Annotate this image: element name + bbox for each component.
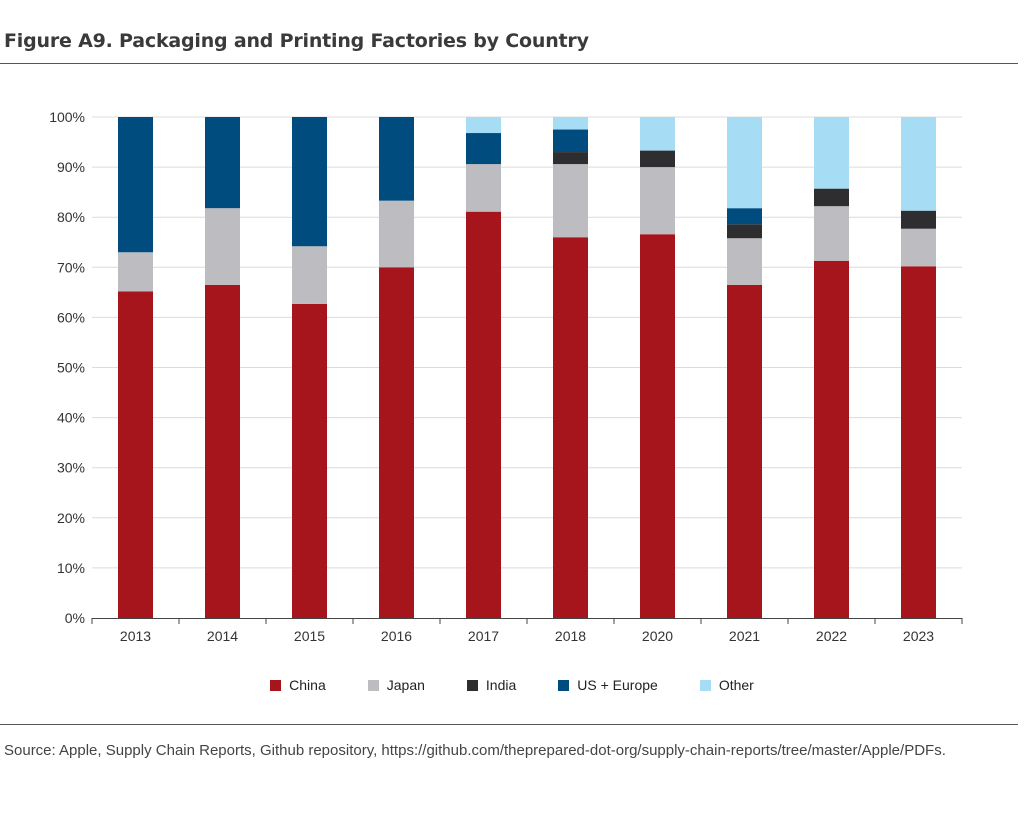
y-tick-label: 0% <box>65 610 85 626</box>
bar-segment-india-2018 <box>553 152 588 165</box>
x-tick-label: 2023 <box>903 628 934 644</box>
bar-segment-india-2022 <box>814 188 849 207</box>
y-tick-label: 40% <box>57 410 85 426</box>
bar-segment-other-2022 <box>814 117 849 189</box>
bar-segment-japan-2016 <box>379 200 414 268</box>
bar-segment-japan-2021 <box>727 238 762 285</box>
legend-swatch <box>699 679 711 691</box>
bar-segment-china-2014 <box>205 284 240 618</box>
bar-segment-japan-2013 <box>118 252 153 292</box>
bar-segment-china-2020 <box>640 234 675 618</box>
bar-segment-other-2023 <box>901 117 936 211</box>
legend-swatch <box>558 679 570 691</box>
x-tick-label: 2021 <box>729 628 760 644</box>
legend-swatch <box>367 679 379 691</box>
bar-segment-india-2023 <box>901 210 936 229</box>
x-tick-label: 2016 <box>381 628 412 644</box>
bar-segment-japan-2017 <box>466 164 501 212</box>
stacked-bar-chart: 0%10%20%30%40%50%60%70%80%90%100% 2013 20… <box>49 109 963 644</box>
bar-segment-us-europe-2017 <box>466 133 501 165</box>
chart-title: Figure A9. Packaging and Printing Factor… <box>4 30 589 52</box>
legend-item-india: India <box>466 677 517 693</box>
bar-segment-china-2023 <box>901 266 936 618</box>
legend-swatch <box>270 679 282 691</box>
legend-swatch <box>466 679 478 691</box>
bar-segment-china-2016 <box>379 267 414 618</box>
bar-segment-us-europe-2018 <box>553 129 588 153</box>
x-tick-label: 2022 <box>816 628 847 644</box>
y-tick-label: 90% <box>57 159 85 175</box>
bar-segment-india-2020 <box>640 150 675 168</box>
bar-segment-japan-2020 <box>640 167 675 235</box>
bar-segment-japan-2014 <box>205 208 240 285</box>
x-axis: 2013 2014 2015 2016 2017 2018 2020 2021 2022 2023 <box>91 618 963 644</box>
y-tick-label: 80% <box>57 209 85 225</box>
x-tick-label: 2020 <box>642 628 673 644</box>
bar-segment-china-2022 <box>814 260 849 618</box>
y-tick-label: 70% <box>57 259 85 275</box>
legend-label: India <box>485 677 517 693</box>
bars <box>118 117 936 619</box>
bar-segment-us-europe-2015 <box>292 117 327 247</box>
bar-segment-china-2018 <box>553 237 588 619</box>
legend-item-china: China <box>270 677 326 693</box>
bar-segment-china-2017 <box>466 211 501 618</box>
bar-segment-other-2017 <box>466 117 501 134</box>
bar-segment-china-2021 <box>727 284 762 618</box>
legend: China Japan India US + Europe Other <box>0 676 1024 694</box>
bar-segment-china-2015 <box>292 303 327 618</box>
y-tick-label: 100% <box>49 109 85 125</box>
legend-item-other: Other <box>699 677 754 693</box>
bar-segment-india-2021 <box>727 224 762 239</box>
legend-item-us-europe: US + Europe <box>558 677 658 693</box>
legend-label: Japan <box>386 677 425 693</box>
y-axis-ticks: 0% 10% 20% 30% 40% 50% 60% 70% 80% 90% 100% <box>49 109 85 626</box>
bar-segment-us-europe-2016 <box>379 117 414 201</box>
bar-segment-other-2021 <box>727 117 762 209</box>
bar-segment-japan-2023 <box>901 228 936 267</box>
legend-label: Other <box>718 677 754 693</box>
legend-label: China <box>289 677 326 693</box>
top-rule <box>0 63 1018 64</box>
y-tick-label: 20% <box>57 510 85 526</box>
bar-segment-other-2018 <box>553 117 588 130</box>
y-tick-label: 10% <box>57 560 85 576</box>
bar-segment-japan-2018 <box>553 164 588 238</box>
bar-segment-other-2020 <box>640 117 675 151</box>
y-tick-label: 60% <box>57 309 85 325</box>
x-tick-label: 2018 <box>555 628 586 644</box>
y-tick-label: 50% <box>57 360 85 376</box>
bar-segment-china-2013 <box>118 291 153 618</box>
legend-label: US + Europe <box>577 677 658 693</box>
x-tick-label: 2014 <box>207 628 238 644</box>
legend-item-japan: Japan <box>367 677 425 693</box>
source-note: Source: Apple, Supply Chain Reports, Git… <box>4 742 946 759</box>
bar-segment-us-europe-2013 <box>118 117 153 253</box>
y-tick-label: 30% <box>57 460 85 476</box>
x-tick-label: 2017 <box>468 628 499 644</box>
x-tick-label: 2013 <box>120 628 151 644</box>
x-tick-label: 2015 <box>294 628 325 644</box>
bar-segment-us-europe-2021 <box>727 208 762 225</box>
bar-segment-japan-2015 <box>292 246 327 304</box>
bar-segment-japan-2022 <box>814 206 849 261</box>
bar-segment-us-europe-2014 <box>205 117 240 209</box>
bottom-rule <box>0 724 1018 725</box>
